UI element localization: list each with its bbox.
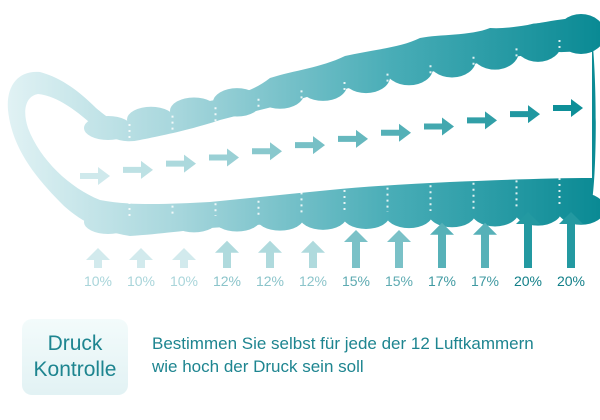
chamber-bump-top (299, 69, 347, 101)
chamber-bump-top (127, 106, 175, 133)
flow-arrow (510, 105, 540, 124)
flow-arrow (381, 123, 411, 142)
pressure-arrow (387, 230, 411, 268)
flow-arrow (123, 160, 153, 179)
flow-arrows (80, 99, 583, 185)
flow-arrow (467, 111, 497, 130)
chamber-bump-top (256, 78, 304, 109)
pressure-label: 20% (556, 273, 586, 289)
description-line-1: Bestimmen Sie selbst für jede der 12 Luf… (152, 334, 534, 353)
pressure-label: 17% (427, 273, 457, 289)
pressure-arrow (215, 240, 239, 268)
chamber-bump-bottom (342, 200, 390, 229)
flow-arrow (553, 99, 583, 117)
flow-arrow (424, 117, 454, 136)
pressure-arrow (473, 222, 497, 268)
pressure-arrow (516, 212, 540, 268)
leg-compression-diagram (7, 14, 600, 268)
chamber-bump-top (84, 116, 132, 140)
chamber-bump-bottom (428, 197, 476, 228)
pressure-label: 17% (470, 273, 500, 289)
pressure-arrow (559, 212, 583, 268)
pressure-arrows (86, 212, 583, 268)
chamber-bump-top (342, 60, 390, 94)
chamber-bump-top (471, 32, 519, 70)
chamber-bump-bottom (127, 208, 175, 234)
flow-arrow (166, 154, 196, 173)
pressure-label: 12% (255, 273, 285, 289)
flow-arrow (338, 129, 368, 148)
druck-kontrolle-badge: Druck Kontrolle (22, 319, 128, 395)
flow-arrow (80, 167, 110, 185)
flow-arrow (252, 142, 282, 161)
description-line-2: wie hoch der Druck sein soll (152, 357, 364, 376)
chamber-bump-bottom (84, 210, 132, 234)
pressure-arrow (129, 248, 153, 268)
chamber-bump-top (514, 23, 562, 62)
chamber-bump-bottom (213, 205, 261, 232)
pressure-label: 12% (212, 273, 242, 289)
chamber-bump-bottom (385, 199, 433, 229)
flow-arrow (295, 136, 325, 155)
chamber-bump-bottom (256, 203, 304, 231)
pressure-label: 10% (83, 273, 113, 289)
chamber-bump-top (385, 51, 433, 86)
badge-line-2: Kontrolle (33, 358, 117, 381)
chamber-dividers (128, 40, 561, 218)
chamber-bump-bottom (299, 202, 347, 230)
pressure-label: 12% (298, 273, 328, 289)
pressure-label: 10% (126, 273, 156, 289)
chamber-bump-top (557, 14, 600, 54)
pressure-label: 15% (384, 273, 414, 289)
chamber-bump-bottom (471, 195, 519, 227)
chamber-bump-bottom (170, 206, 218, 233)
chamber-bump-top (428, 41, 476, 78)
badge-line-1: Druck (47, 332, 103, 355)
pressure-arrow (172, 248, 196, 268)
chamber-bump-top (213, 88, 261, 117)
pressure-arrow (344, 230, 368, 268)
pressure-arrow (86, 248, 110, 268)
pressure-label: 10% (169, 273, 199, 289)
chamber-bump-top (170, 97, 218, 125)
pressure-arrow (301, 240, 325, 268)
pressure-arrow (258, 240, 282, 268)
pressure-label: 20% (513, 273, 543, 289)
pressure-arrow (430, 222, 454, 268)
flow-arrow (209, 148, 239, 167)
pressure-label: 15% (341, 273, 371, 289)
